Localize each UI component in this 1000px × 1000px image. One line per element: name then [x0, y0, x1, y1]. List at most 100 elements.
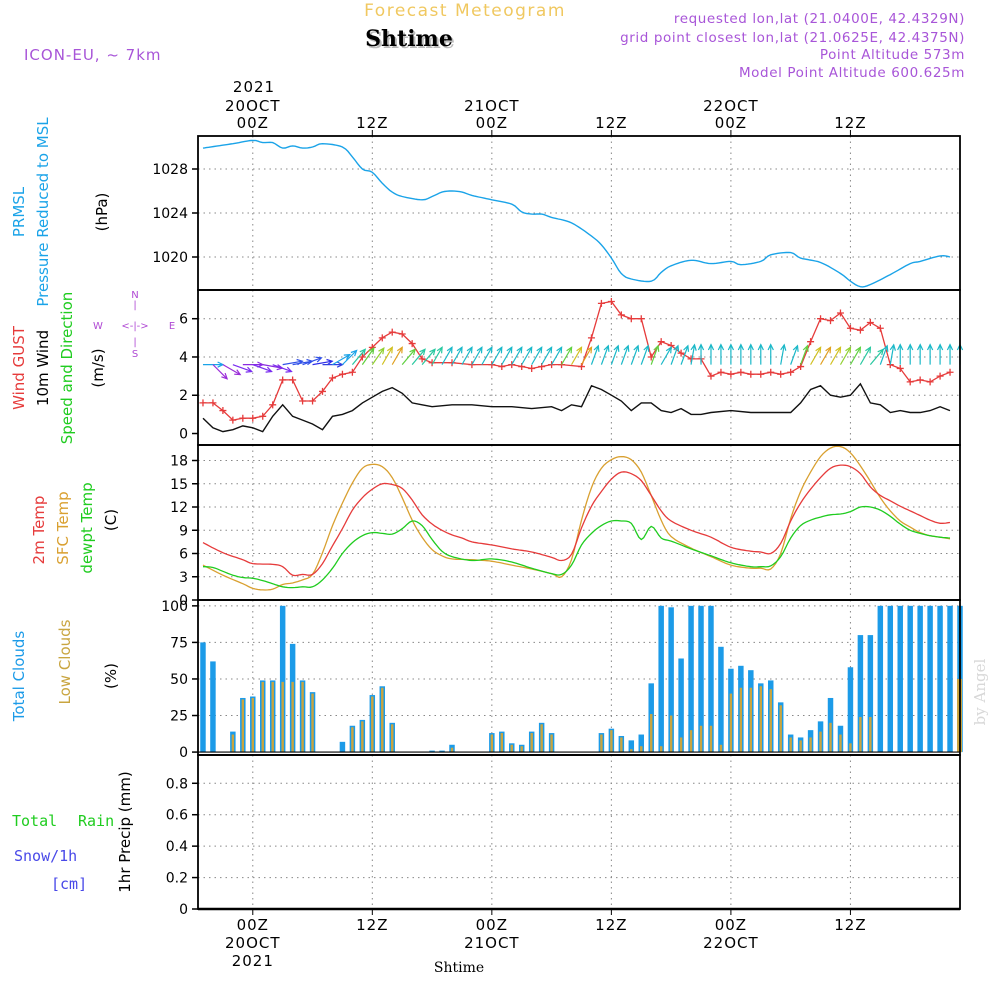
low-cloud-bar [739, 687, 743, 753]
temp-ytick-label: 15 [170, 477, 188, 493]
wind-arrow-head [855, 346, 862, 354]
gust-marker [707, 372, 715, 380]
gust-marker [607, 297, 615, 305]
low-cloud-bar [729, 693, 733, 753]
wind-arrow-shaft [342, 350, 357, 366]
wind-ytick-label: 4 [179, 350, 188, 366]
gust-marker [199, 399, 207, 407]
requested-coords: requested lon,lat (21.0400E, 42.4329N) [674, 11, 965, 27]
wind-arrow-head [526, 346, 533, 354]
model-altitude: Model Point Altitude 600.625m [739, 65, 965, 81]
top-time-label: 00Z [715, 114, 747, 132]
wind-arrow-head [697, 343, 705, 351]
gust-marker [388, 328, 396, 336]
wind-arrow-head [907, 343, 914, 351]
wind-arrow-shaft [829, 347, 842, 365]
gust-marker [338, 370, 346, 378]
low-cloud-bar [799, 740, 802, 753]
total-cloud-bar [867, 635, 874, 753]
wind-arrow-shaft [790, 345, 799, 365]
total-cloud-bar [210, 661, 216, 753]
gust-marker [836, 309, 844, 317]
low-cloud-bar [849, 743, 852, 753]
gust-marker [418, 355, 426, 363]
total-cloud-bar [638, 734, 644, 753]
wind-arrow-shaft [820, 347, 832, 365]
total-cloud-bar [847, 667, 854, 753]
wind-arrow-head [368, 347, 375, 355]
gust-marker [358, 353, 366, 361]
wind-arrow-shaft [252, 364, 272, 373]
wind-arrow-head [419, 348, 426, 356]
precip-frame [197, 754, 961, 910]
total-cloud-bar [927, 605, 933, 753]
wind-arrow-head [926, 343, 934, 351]
wind-arrow-head [245, 366, 254, 373]
wind-arrow-shaft [491, 347, 503, 365]
wind-arrow-head [889, 343, 896, 351]
wind-arrow-shaft [511, 347, 523, 365]
wind-arrow-shaft [670, 345, 679, 365]
low-cloud-bar [301, 681, 304, 753]
wind-arrow-head [466, 346, 473, 354]
wind-arrow-head [865, 346, 872, 354]
low-cloud-bar [769, 689, 772, 753]
low-cloud-bar [530, 733, 533, 753]
gust-marker [558, 361, 566, 369]
wind-arrow-shaft [212, 364, 228, 380]
top-year-label: 2021 [233, 78, 275, 96]
precip-ytick-label: 0 [179, 902, 188, 918]
total-cloud-bar [678, 658, 684, 753]
wind-arrow-head [436, 346, 443, 354]
wind-arrow-shaft [222, 364, 241, 376]
precip-rain-label: Rain [78, 812, 114, 830]
low-cloud-bar [520, 746, 523, 753]
low-cloud-bar [261, 681, 264, 753]
compass-center: <-|-> [121, 321, 148, 332]
wind-arrow-head [767, 343, 774, 351]
top-time-label: 12Z [834, 114, 866, 132]
top-time-label: 21OCT [464, 97, 520, 115]
wind-arrow-shaft [332, 354, 351, 366]
low-cloud-bar [839, 734, 842, 753]
gust-marker [378, 334, 386, 342]
gust-marker [597, 299, 605, 307]
top-time-label: 12Z [356, 114, 388, 132]
wind-arrow-head [825, 346, 832, 354]
wind-ytick-label: 6 [179, 312, 188, 328]
wind-arrow-head [946, 343, 954, 351]
wind-arrow-head [593, 344, 600, 352]
gust-marker [587, 334, 595, 342]
low-cloud-bar [351, 727, 354, 753]
wind-arrow-head [683, 344, 690, 352]
total-cloud-bar [279, 605, 286, 753]
low-cloud-bar [371, 696, 374, 753]
low-cloud-bar [779, 705, 782, 753]
wind-arrow-head [546, 346, 553, 354]
low-cloud-bar [759, 686, 762, 753]
wind-arrow-head [673, 344, 680, 352]
wind-arrow-shaft [351, 348, 366, 366]
gust-marker [289, 376, 297, 384]
wind-arrow-head [486, 346, 493, 354]
wind-arrow-head [386, 346, 394, 354]
wind-arrow-head [285, 366, 293, 373]
top-time-label: 00Z [476, 114, 508, 132]
wind-arrow-head [815, 346, 822, 354]
wind-arrow-shaft [571, 347, 583, 365]
wind-arrow-shaft [371, 347, 385, 365]
low-cloud-bar [650, 714, 653, 753]
total-cloud-bar [658, 605, 664, 753]
wind-arrow-head [757, 343, 764, 351]
total-cloud-bar [339, 741, 346, 753]
wind-arrow-head [536, 346, 543, 354]
wind-arrow-head [643, 344, 650, 352]
wind-arrow-head [265, 366, 273, 373]
watermark: by Angel [971, 658, 989, 725]
wind-arrow-head [603, 344, 610, 352]
total-cloud-bar [857, 635, 864, 753]
wind-arrow-head [802, 344, 809, 352]
pressure-ytick-label: 1028 [152, 162, 188, 178]
wind-arrow-shaft [869, 348, 884, 366]
wind-arrow-head [350, 349, 358, 357]
